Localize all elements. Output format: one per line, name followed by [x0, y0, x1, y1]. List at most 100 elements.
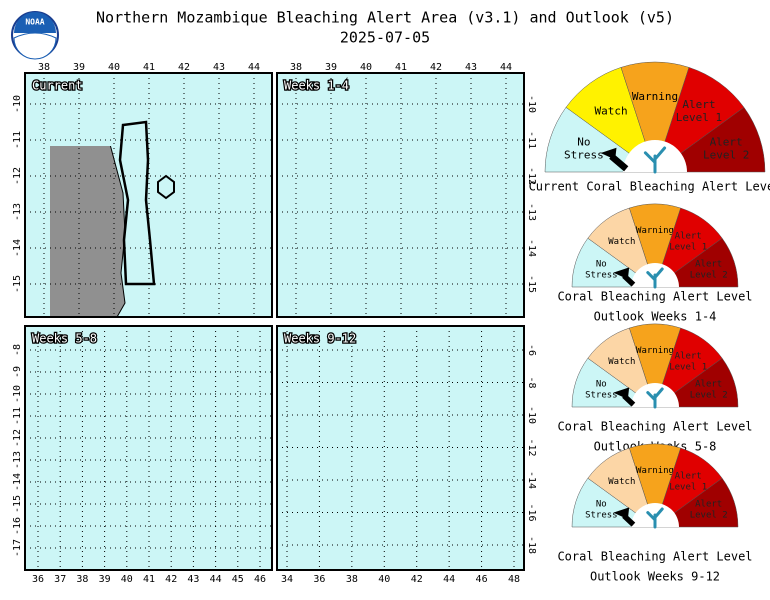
level-label: No [596, 380, 607, 390]
coral-icon [646, 387, 664, 409]
sea [277, 326, 524, 570]
y-tick-label: -11 [526, 131, 537, 149]
map-panel: 38 39 40 41 42 43 44 -10 -11 -12 -13 -14 -15 Current [12, 62, 273, 318]
map-panel: 34 36 38 40 42 44 46 48 -6 -8 -10 -12 -14 -16 -18 Weeks… [276, 325, 537, 585]
y-tick-label: -10 [526, 95, 537, 113]
x-tick-label: 42 [430, 62, 442, 73]
map-frame [24, 325, 273, 571]
x-tick-label: 36 [313, 574, 325, 585]
map-frame [24, 72, 273, 318]
level-label: Alert [675, 231, 702, 241]
y-tick-label: -9 [12, 366, 23, 378]
level-label: Alert [682, 98, 715, 111]
gauge-caption: Current Coral Bleaching Alert Level [529, 180, 770, 194]
alert-area [118, 120, 156, 286]
level-label: Level 1 [669, 242, 707, 252]
y-tick-label: -16 [12, 517, 23, 535]
level-label: Level 1 [669, 362, 707, 372]
panel-label: Weeks 1-4 [284, 79, 349, 93]
y-tick-label: -12 [526, 438, 537, 456]
x-tick-label: 44 [210, 574, 222, 585]
alert-area [157, 174, 175, 200]
x-tick-label: 38 [38, 62, 50, 73]
y-tick-label: -12 [12, 167, 23, 185]
x-tick-label: 34 [281, 574, 293, 585]
y-tick-label: -13 [12, 451, 23, 469]
level-label: No [596, 260, 607, 270]
panel-label: Weeks 5-8 [32, 332, 97, 346]
x-tick-label: 41 [395, 62, 407, 73]
y-tick-label: -12 [526, 167, 537, 185]
date: 2025-07-05 [340, 29, 430, 47]
x-tick-label: 41 [143, 62, 155, 73]
needle-head [613, 387, 630, 400]
y-tick-label: -8 [526, 376, 537, 388]
x-tick-label: 42 [165, 574, 177, 585]
y-tick-label: -15 [12, 495, 23, 513]
gauge-segment [654, 237, 739, 288]
gauge-segment [654, 477, 739, 528]
x-tick-label: 38 [290, 62, 302, 73]
x-tick-label: 38 [76, 574, 88, 585]
gauge-caption: Coral Bleaching Alert Level [557, 550, 752, 564]
x-tick-label: 44 [248, 62, 260, 73]
level-label: Warning [632, 90, 678, 103]
level-label: Level 1 [669, 482, 707, 492]
level-label: Watch [608, 477, 635, 487]
y-tick-label: -14 [12, 473, 23, 491]
x-tick-label: 39 [325, 62, 337, 73]
y-tick-label: -6 [526, 344, 537, 356]
gauge-caption: Coral Bleaching Alert Level [557, 290, 752, 304]
x-tick-label: 44 [500, 62, 512, 73]
x-tick-label: 39 [99, 574, 111, 585]
y-tick-label: -15 [12, 275, 23, 293]
level-label: Level 2 [690, 511, 728, 521]
x-tick-label: 39 [73, 62, 85, 73]
map-frame [276, 72, 525, 318]
level-label: Alert [695, 260, 722, 270]
level-label: Alert [710, 135, 743, 148]
needle-head [600, 147, 617, 160]
x-tick-label: 43 [213, 62, 225, 73]
level-label: Warning [636, 466, 674, 476]
gauge-caption: Outlook Weeks 9-12 [590, 570, 720, 584]
level-label: Level 1 [676, 111, 722, 124]
level-label: Stress [585, 511, 618, 521]
y-tick-label: -14 [12, 239, 23, 257]
sea [277, 73, 524, 317]
level-label: Stress [585, 391, 618, 401]
y-tick-label: -11 [12, 131, 23, 149]
y-tick-label: -13 [12, 203, 23, 221]
x-tick-label: 40 [378, 574, 390, 585]
level-label: Watch [608, 237, 635, 247]
x-tick-label: 42 [178, 62, 190, 73]
needle-head [613, 507, 630, 520]
y-tick-label: -17 [12, 539, 23, 557]
x-tick-label: 44 [443, 574, 455, 585]
panel-label: Weeks 9-12 [284, 332, 356, 346]
map-panel: 36 37 38 39 40 41 42 43 44 45 46 -8 -9 -10 -11 -12 -13 -1… [12, 325, 273, 585]
y-tick-label: -10 [12, 385, 23, 403]
level-label: Stress [585, 271, 618, 281]
x-tick-label: 37 [54, 574, 66, 585]
x-tick-label: 40 [108, 62, 120, 73]
level-label: Level 2 [703, 148, 749, 161]
x-tick-label: 45 [232, 574, 244, 585]
y-tick-label: -11 [12, 407, 23, 425]
level-label: Watch [608, 357, 635, 367]
y-tick-label: -13 [526, 203, 537, 221]
x-tick-label: 43 [465, 62, 477, 73]
y-tick-label: -16 [526, 503, 537, 521]
map-panel: 38 39 40 41 42 43 44 -10 -11 -12 -13 -14 -15 Weeks 1-… [276, 62, 537, 318]
level-label: Warning [636, 346, 674, 356]
x-tick-label: 43 [187, 574, 199, 585]
logo-text: NOAA [25, 18, 44, 27]
level-label: Warning [636, 226, 674, 236]
coral-icon [643, 146, 667, 174]
level-label: No [577, 135, 590, 148]
level-label: Watch [594, 104, 627, 117]
level-label: Level 2 [690, 391, 728, 401]
map-frame [276, 325, 525, 571]
